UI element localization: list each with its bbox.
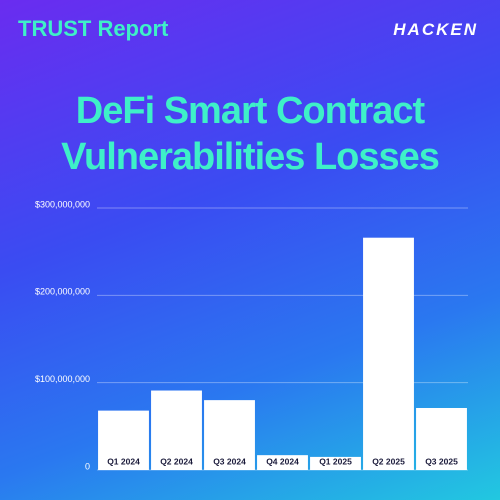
x-tick-label: Q2 2024 — [160, 456, 193, 466]
x-tick-label: Q3 2025 — [425, 456, 458, 466]
y-tick-label: $200,000,000 — [35, 287, 90, 297]
bar — [310, 456, 361, 470]
x-tick-label: Q3 2024 — [213, 456, 246, 466]
chart-title: DeFi Smart Contract Vulnerabilities Loss… — [61, 90, 440, 178]
y-tick-label: 0 — [85, 461, 90, 471]
x-tick-label: Q2 2025 — [372, 456, 405, 466]
bar — [151, 390, 202, 470]
y-tick-label: $300,000,000 — [35, 199, 90, 209]
report-label: TRUST Report — [18, 16, 169, 41]
bar — [363, 237, 414, 470]
x-tick-label: Q4 2024 — [266, 456, 299, 466]
bar — [416, 407, 467, 470]
bar — [257, 455, 308, 470]
bar — [98, 410, 149, 470]
y-tick-label: $100,000,000 — [35, 374, 90, 384]
bar — [204, 400, 255, 470]
x-tick-label: Q1 2025 — [319, 456, 352, 466]
logo: HACKEN — [393, 20, 478, 39]
x-tick-label: Q1 2024 — [107, 456, 140, 466]
